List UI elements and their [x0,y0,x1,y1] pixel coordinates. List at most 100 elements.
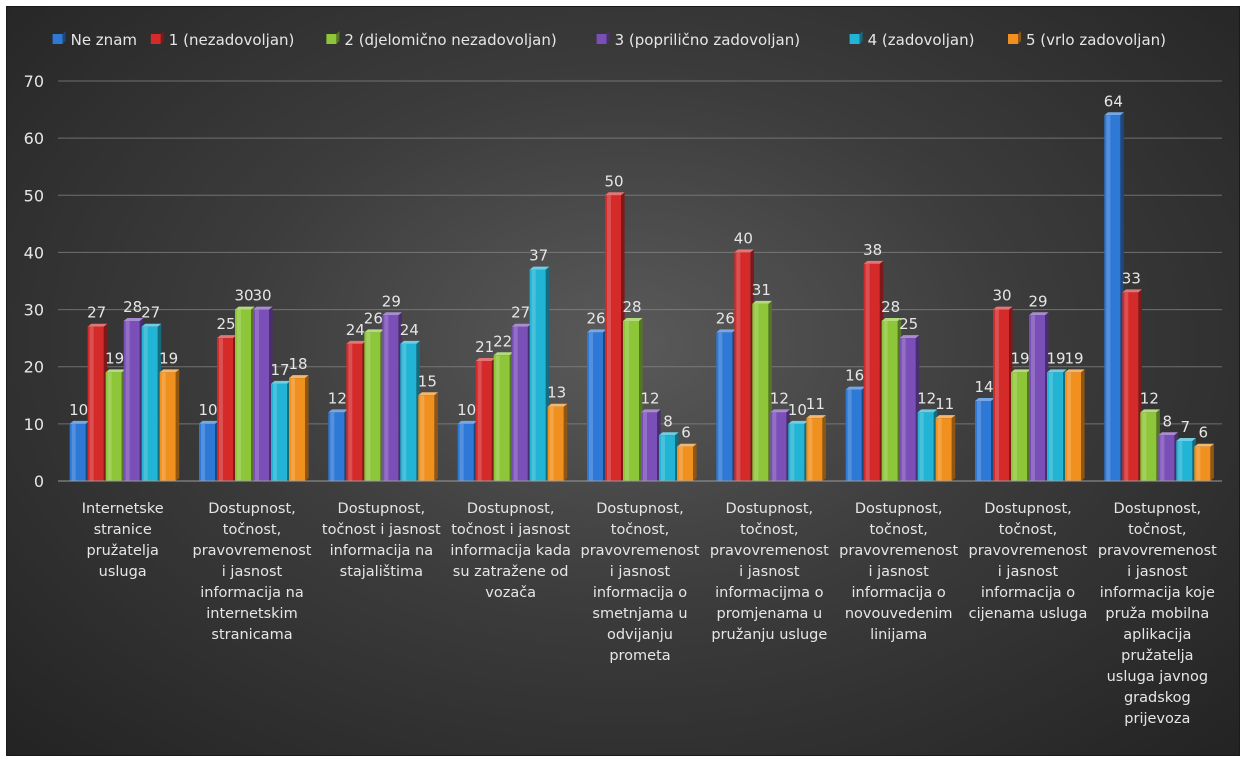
bar-top [806,415,826,419]
bar-highlight [718,332,723,481]
bar-top [364,329,384,333]
category-label: pravovremenost [193,543,312,559]
y-tick-label: 0 [34,472,44,491]
category-label: pružanju usluge [711,627,827,643]
bar-highlight [589,332,593,481]
bar [917,412,934,481]
bar-highlight [901,338,906,481]
bar [659,435,675,481]
bar [1158,435,1175,481]
bar-highlight [847,389,852,481]
bar-top [475,358,496,361]
bar-highlight [754,303,759,481]
bar [788,423,805,481]
data-label: 12 [1140,389,1159,407]
bar-highlight [125,321,130,481]
bar [105,372,122,481]
bar-top [752,300,772,304]
bar-highlight [366,332,371,481]
bar [1029,315,1045,481]
data-label: 27 [511,304,530,322]
bar [993,309,1009,481]
category-label: su zatražene od [453,564,569,580]
bar-top [493,352,514,356]
data-label: 29 [1028,292,1047,310]
bar [935,418,952,481]
bar [511,326,528,481]
bar-top [400,340,420,344]
bar-top [346,340,366,344]
bar-highlight [273,383,277,481]
bar [863,263,880,481]
data-label: 11 [935,395,954,413]
bar-top [993,306,1013,310]
bar-side [1081,369,1085,481]
bar-top [605,192,625,196]
bar [235,309,251,481]
bar-top [881,318,902,321]
category-label: informacija o [981,585,1075,601]
legend-swatch [52,34,63,44]
legend-label: 3 (poprilično zadovoljan) [615,31,800,49]
data-label: 10 [198,401,217,419]
bar-top [105,369,126,373]
bar [1047,372,1063,481]
bar [141,326,158,481]
category-label: pravovremenost [969,543,1088,559]
category-label: točnost, [223,522,281,538]
y-tick-label: 40 [24,243,44,262]
bar-highlight [402,343,407,481]
category-label: pružatelja [1121,648,1193,664]
bar-side [951,415,956,481]
bar-top [623,318,643,321]
category-label: stranicama [211,627,292,643]
category-label: informacija na [200,585,304,601]
category-label: i jasnost [998,564,1059,580]
category-label: točnost i jasnost [322,522,441,538]
data-label: 25 [216,315,235,333]
bar-top [1194,443,1214,447]
bar [217,338,233,481]
bar-top [1122,289,1142,293]
bar-top [734,249,754,253]
bar-highlight [549,406,554,481]
bar-highlight [71,423,76,481]
bar-highlight [143,326,148,481]
legend-swatch-side [1018,31,1021,44]
category-label: stranice [94,522,152,538]
bar-side [1210,443,1214,481]
bar-top [235,306,255,310]
bar-highlight [790,423,795,481]
bar-highlight [772,412,777,481]
category-label: internetskim [206,606,297,622]
bar [1140,412,1157,481]
bar-highlight [937,418,942,481]
bar-top [271,380,291,384]
data-label: 10 [69,401,88,419]
bar [881,321,898,481]
data-label: 19 [1046,349,1065,367]
data-label: 16 [845,367,864,385]
data-label: 27 [141,304,160,322]
category-label: točnost, [869,522,927,538]
data-label: 40 [734,229,753,247]
legend-swatch [150,34,161,44]
category-label: prometa [609,648,670,664]
data-label: 12 [917,389,936,407]
bar-highlight [107,372,112,481]
bar-top [677,443,697,447]
legend-label: 2 (djelomično nezadovoljan) [344,31,556,49]
data-label: 12 [328,389,347,407]
bar-highlight [1142,412,1147,481]
bar-highlight [661,435,665,481]
bar-highlight [679,446,683,481]
bar-side [822,415,826,481]
category-label: cijenama usluga [969,606,1088,622]
bar-top [253,306,273,310]
bar-top [141,323,162,327]
bar [1011,372,1027,481]
bar-highlight [1013,372,1017,481]
legend-swatch-side [160,31,164,44]
bar [123,321,140,481]
category-label: pravovremenost [1098,543,1217,559]
